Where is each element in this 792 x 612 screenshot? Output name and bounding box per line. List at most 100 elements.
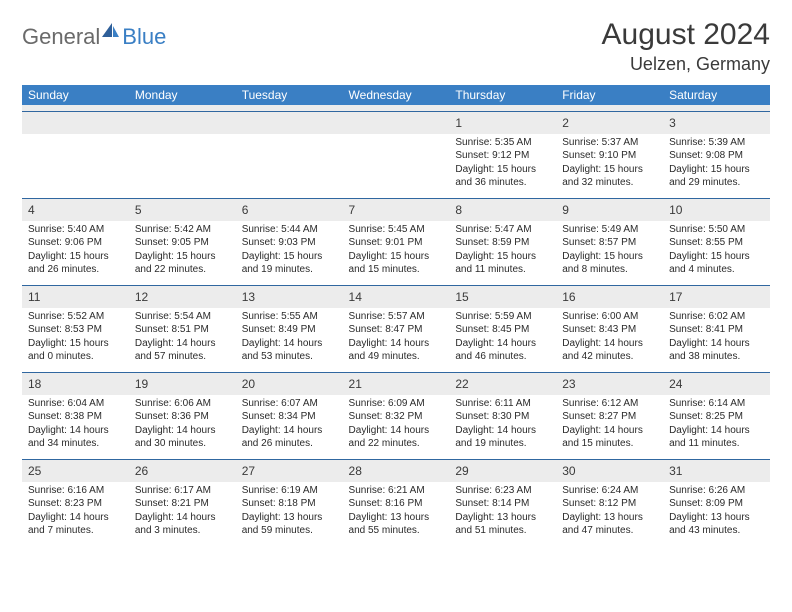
daynum-band: 25 (22, 460, 129, 482)
calendar-page: General Blue August 2024 Uelzen, Germany… (0, 0, 792, 564)
day-number: 28 (349, 464, 362, 478)
day-body: Sunrise: 5:59 AMSunset: 8:45 PMDaylight:… (449, 308, 556, 372)
sunrise-line: Sunrise: 6:24 AM (562, 484, 657, 498)
day-cell: 11Sunrise: 5:52 AMSunset: 8:53 PMDayligh… (22, 285, 129, 372)
daynum-band (236, 112, 343, 134)
day-body: Sunrise: 5:50 AMSunset: 8:55 PMDaylight:… (663, 221, 770, 285)
day-number: 1 (455, 116, 462, 130)
daylight-line: Daylight: 15 hours and 29 minutes. (669, 163, 764, 190)
sunset-line: Sunset: 8:23 PM (28, 497, 123, 511)
day-cell: 30Sunrise: 6:24 AMSunset: 8:12 PMDayligh… (556, 459, 663, 546)
calendar-body: 1Sunrise: 5:35 AMSunset: 9:12 PMDaylight… (22, 111, 770, 546)
logo: General Blue (22, 24, 166, 50)
sunrise-line: Sunrise: 5:40 AM (28, 223, 123, 237)
daylight-line: Daylight: 14 hours and 34 minutes. (28, 424, 123, 451)
daynum-band: 2 (556, 112, 663, 134)
logo-text-blue: Blue (122, 24, 166, 50)
day-cell: 2 Sunrise: 5:37 AMSunset: 9:10 PMDaylight… (556, 111, 663, 198)
week-row: 25Sunrise: 6:16 AMSunset: 8:23 PMDayligh… (22, 459, 770, 546)
daylight-line: Daylight: 13 hours and 55 minutes. (349, 511, 444, 538)
sunset-line: Sunset: 8:41 PM (669, 323, 764, 337)
sunrise-line: Sunrise: 6:06 AM (135, 397, 230, 411)
day-cell: 3Sunrise: 5:39 AMSunset: 9:08 PMDaylight… (663, 111, 770, 198)
daynum-band: 4 (22, 199, 129, 221)
day-cell: 25Sunrise: 6:16 AMSunset: 8:23 PMDayligh… (22, 459, 129, 546)
day-cell: 1Sunrise: 5:35 AMSunset: 9:12 PMDaylight… (449, 111, 556, 198)
day-cell: 31Sunrise: 6:26 AMSunset: 8:09 PMDayligh… (663, 459, 770, 546)
day-cell: 23 Sunrise: 6:12 AMSunset: 8:27 PMDayligh… (556, 372, 663, 459)
day-number: 23 (562, 377, 575, 391)
sunset-line: Sunset: 8:34 PM (242, 410, 337, 424)
day-body: Sunrise: 5:40 AMSunset: 9:06 PMDaylight:… (22, 221, 129, 285)
daylight-line: Daylight: 14 hours and 46 minutes. (455, 337, 550, 364)
sunrise-line: Sunrise: 5:47 AM (455, 223, 550, 237)
day-body: Sunrise: 5:45 AMSunset: 9:01 PMDaylight:… (343, 221, 450, 285)
sunrise-line: Sunrise: 5:52 AM (28, 310, 123, 324)
day-cell: 22Sunrise: 6:11 AMSunset: 8:30 PMDayligh… (449, 372, 556, 459)
daynum-band: 8 (449, 199, 556, 221)
day-body: Sunrise: 6:06 AMSunset: 8:36 PMDaylight:… (129, 395, 236, 459)
daylight-line: Daylight: 13 hours and 51 minutes. (455, 511, 550, 538)
sunrise-line: Sunrise: 6:14 AM (669, 397, 764, 411)
dow-tuesday: Tuesday (236, 85, 343, 105)
daynum-band: 27 (236, 460, 343, 482)
day-number (242, 116, 245, 130)
day-number: 2 (562, 116, 569, 130)
day-cell: 28 Sunrise: 6:21 AMSunset: 8:16 PMDayligh… (343, 459, 450, 546)
day-number: 12 (135, 290, 148, 304)
daylight-line: Daylight: 13 hours and 43 minutes. (669, 511, 764, 538)
day-cell: 18Sunrise: 6:04 AMSunset: 8:38 PMDayligh… (22, 372, 129, 459)
day-number: 13 (242, 290, 255, 304)
sunrise-line: Sunrise: 5:54 AM (135, 310, 230, 324)
sunset-line: Sunset: 9:10 PM (562, 149, 657, 163)
day-number: 16 (562, 290, 575, 304)
sunset-line: Sunset: 8:21 PM (135, 497, 230, 511)
sunset-line: Sunset: 8:57 PM (562, 236, 657, 250)
daylight-line: Daylight: 13 hours and 59 minutes. (242, 511, 337, 538)
dow-row: Sunday Monday Tuesday Wednesday Thursday… (22, 85, 770, 105)
daynum-band: 19 (129, 373, 236, 395)
day-number: 11 (28, 290, 40, 304)
day-number: 30 (562, 464, 575, 478)
day-number: 14 (349, 290, 362, 304)
day-cell: 14Sunrise: 5:57 AMSunset: 8:47 PMDayligh… (343, 285, 450, 372)
daynum-band (22, 112, 129, 134)
sunset-line: Sunset: 9:05 PM (135, 236, 230, 250)
day-body: Sunrise: 6:00 AMSunset: 8:43 PMDaylight:… (556, 308, 663, 372)
sunset-line: Sunset: 9:06 PM (28, 236, 123, 250)
day-body: Sunrise: 6:26 AMSunset: 8:09 PMDaylight:… (663, 482, 770, 546)
sunrise-line: Sunrise: 6:26 AM (669, 484, 764, 498)
sunset-line: Sunset: 9:08 PM (669, 149, 764, 163)
day-number: 5 (135, 203, 142, 217)
day-number: 22 (455, 377, 468, 391)
sunset-line: Sunset: 8:55 PM (669, 236, 764, 250)
day-body: Sunrise: 5:37 AMSunset: 9:10 PMDaylight:… (556, 134, 663, 198)
daylight-line: Daylight: 14 hours and 3 minutes. (135, 511, 230, 538)
sunrise-line: Sunrise: 5:50 AM (669, 223, 764, 237)
daynum-band: 24 (663, 373, 770, 395)
day-cell: 8Sunrise: 5:47 AMSunset: 8:59 PMDaylight… (449, 198, 556, 285)
sunrise-line: Sunrise: 6:04 AM (28, 397, 123, 411)
day-cell: 12Sunrise: 5:54 AMSunset: 8:51 PMDayligh… (129, 285, 236, 372)
day-body: Sunrise: 6:09 AMSunset: 8:32 PMDaylight:… (343, 395, 450, 459)
day-body: Sunrise: 6:04 AMSunset: 8:38 PMDaylight:… (22, 395, 129, 459)
sunrise-line: Sunrise: 6:00 AM (562, 310, 657, 324)
sunrise-line: Sunrise: 5:45 AM (349, 223, 444, 237)
daynum-band: 20 (236, 373, 343, 395)
day-body: Sunrise: 6:17 AMSunset: 8:21 PMDaylight:… (129, 482, 236, 546)
sunset-line: Sunset: 8:14 PM (455, 497, 550, 511)
daynum-band: 1 (449, 112, 556, 134)
calendar-table: Sunday Monday Tuesday Wednesday Thursday… (22, 85, 770, 546)
week-row: 18Sunrise: 6:04 AMSunset: 8:38 PMDayligh… (22, 372, 770, 459)
dow-monday: Monday (129, 85, 236, 105)
day-body: Sunrise: 6:12 AMSunset: 8:27 PMDaylight:… (556, 395, 663, 459)
day-body: Sunrise: 6:21 AMSunset: 8:16 PMDaylight:… (343, 482, 450, 546)
daynum-band: 30 (556, 460, 663, 482)
daynum-band (343, 112, 450, 134)
sunset-line: Sunset: 8:38 PM (28, 410, 123, 424)
day-cell: 29Sunrise: 6:23 AMSunset: 8:14 PMDayligh… (449, 459, 556, 546)
daynum-band: 28 (343, 460, 450, 482)
day-number: 3 (669, 116, 676, 130)
day-cell: 16 Sunrise: 6:00 AMSunset: 8:43 PMDayligh… (556, 285, 663, 372)
day-cell: 6Sunrise: 5:44 AMSunset: 9:03 PMDaylight… (236, 198, 343, 285)
